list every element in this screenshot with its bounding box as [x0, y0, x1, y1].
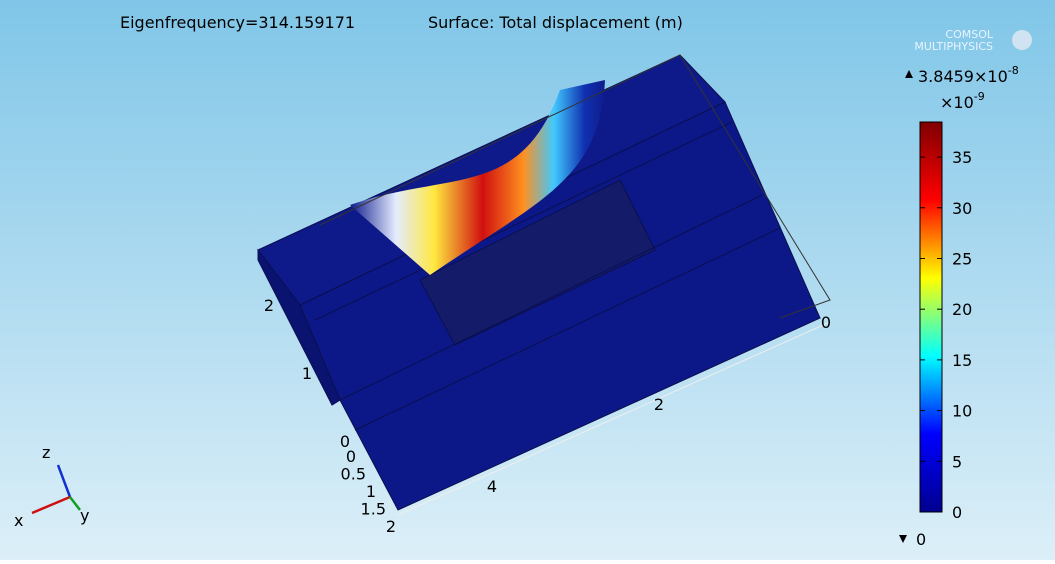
title: Eigenfrequency=314.159171: [120, 13, 355, 32]
logo: MULTIPHYSICS: [914, 40, 993, 53]
logo-icon: [1012, 30, 1032, 50]
axis-tick-label: 4: [487, 477, 497, 496]
axis-tick-label: 1: [302, 364, 312, 383]
multiplier-exp: -9: [974, 90, 985, 103]
multiplier: ×10: [940, 93, 974, 112]
axis-tick-label: 2: [654, 395, 664, 414]
colorbar-tick-label: 15: [952, 351, 972, 370]
axis-tick-label: 2: [264, 296, 274, 315]
axis-tick-label: 0: [821, 313, 831, 332]
colorbar: [920, 122, 942, 512]
colorbar-min: 0: [916, 530, 926, 549]
triad-label: x: [14, 511, 23, 530]
colorbar-tick-label: 25: [952, 249, 972, 268]
triad-label: z: [42, 443, 50, 462]
axis-tick-label: 0: [346, 447, 356, 466]
axis-tick-label: 1.5: [361, 500, 386, 519]
colorbar-tick-label: 35: [952, 148, 972, 167]
colorbar-max-exp: -8: [1008, 64, 1019, 77]
colorbar-tick-label: 0: [952, 503, 962, 522]
axis-tick-label: 1: [366, 482, 376, 501]
chart: Eigenfrequency=314.159171 Surface: Total…: [0, 0, 1055, 560]
colorbar-tick-label: 20: [952, 300, 972, 319]
colorbar-tick-label: 5: [952, 452, 962, 471]
colorbar-tick-label: 10: [952, 402, 972, 421]
colorbar-tick-label: 30: [952, 199, 972, 218]
axis-tick-label: 0.5: [341, 465, 366, 484]
colorbar-max-label: 3.8459×10: [918, 67, 1008, 86]
subtitle: Surface: Total displacement (m): [428, 13, 683, 32]
colorbar-max: 3.8459×10-8: [918, 64, 1019, 86]
triad-label: y: [80, 506, 89, 525]
axis-tick-label: 2: [386, 517, 396, 536]
